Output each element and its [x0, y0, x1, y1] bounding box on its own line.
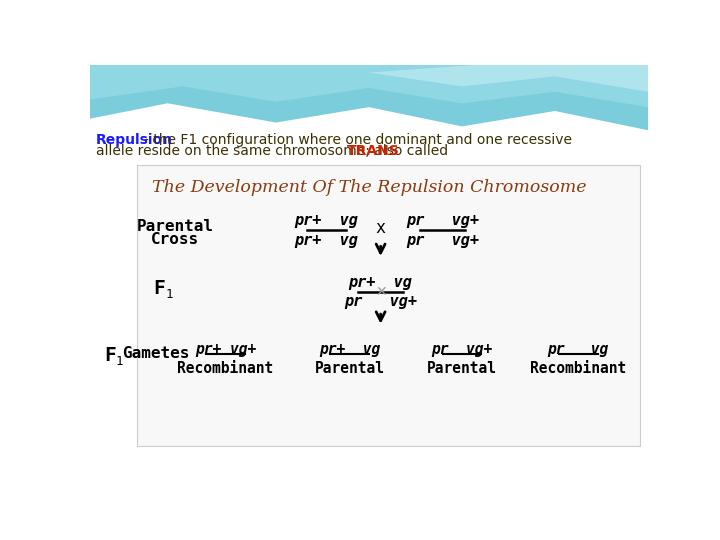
Text: Gametes: Gametes: [122, 346, 190, 361]
Text: allele reside on the same chromosome; also called: allele reside on the same chromosome; al…: [96, 144, 453, 158]
FancyBboxPatch shape: [137, 165, 640, 446]
Text: pr   vg+: pr vg+: [406, 233, 479, 248]
Text: Parental: Parental: [427, 361, 497, 376]
Text: Repulsion: Repulsion: [96, 132, 174, 146]
Text: Recombinant: Recombinant: [530, 361, 626, 376]
Text: Parental: Parental: [315, 361, 384, 376]
Text: - the F1 configuration where one dominant and one recessive: - the F1 configuration where one dominan…: [144, 132, 572, 146]
Text: ✕: ✕: [375, 285, 387, 299]
Text: F: F: [153, 279, 166, 298]
Polygon shape: [90, 65, 648, 130]
Text: F: F: [104, 346, 116, 365]
Text: pr+  vg: pr+ vg: [348, 275, 413, 289]
Text: TRANS: TRANS: [347, 144, 400, 158]
Text: pr  vg+: pr vg+: [431, 342, 492, 357]
Text: x: x: [376, 219, 386, 237]
Text: 1: 1: [116, 355, 123, 368]
Text: Cross: Cross: [151, 232, 199, 247]
FancyBboxPatch shape: [90, 130, 648, 481]
Text: 1: 1: [165, 288, 173, 301]
Text: pr+ vg+: pr+ vg+: [195, 342, 256, 357]
Text: The Development Of The Repulsion Chromosome: The Development Of The Repulsion Chromos…: [152, 179, 586, 196]
Text: pr   vg: pr vg: [548, 342, 609, 357]
Polygon shape: [90, 65, 648, 107]
Text: pr+  vg: pr+ vg: [294, 213, 359, 228]
Text: pr+  vg: pr+ vg: [319, 342, 380, 357]
Text: Parental: Parental: [137, 219, 214, 234]
Text: pr   vg+: pr vg+: [406, 213, 479, 228]
Text: pr   vg+: pr vg+: [344, 294, 417, 309]
Text: pr+  vg: pr+ vg: [294, 233, 359, 248]
Polygon shape: [369, 65, 648, 92]
Text: Recombinant: Recombinant: [178, 361, 274, 376]
